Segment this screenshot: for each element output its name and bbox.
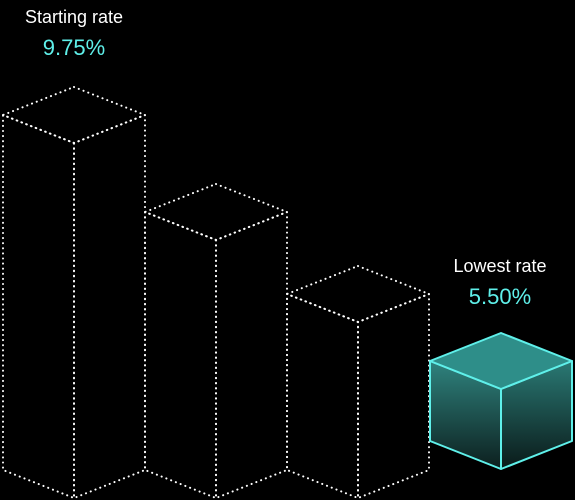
lowest-rate-annotation: Lowest rate 5.50% xyxy=(427,256,573,309)
starting-rate-annotation: Starting rate 9.75% xyxy=(0,7,148,60)
lowest-rate-title: Lowest rate xyxy=(453,256,547,276)
lowest-rate-value: 5.50% xyxy=(468,284,532,309)
bar-2-top-face xyxy=(144,183,288,241)
bar-3-top-face xyxy=(286,265,430,323)
bar-1-right-face xyxy=(73,114,146,499)
starting-rate-title: Starting rate xyxy=(24,7,124,27)
bar-2-left-face xyxy=(144,211,217,499)
starting-rate-value: 9.75% xyxy=(42,35,106,60)
bar-4-top-face xyxy=(429,332,573,390)
bar-3-left-face xyxy=(286,293,359,499)
bar-1-left-face xyxy=(2,114,75,499)
bar-2-right-face xyxy=(215,211,288,499)
bar-3-right-face xyxy=(357,293,430,499)
bar-1-top-face xyxy=(2,86,146,144)
